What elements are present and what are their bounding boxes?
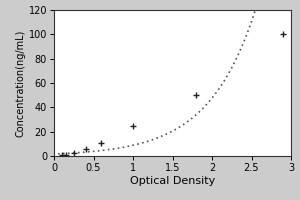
X-axis label: Optical Density: Optical Density (130, 176, 215, 186)
Y-axis label: Concentration(ng/mL): Concentration(ng/mL) (16, 29, 26, 137)
